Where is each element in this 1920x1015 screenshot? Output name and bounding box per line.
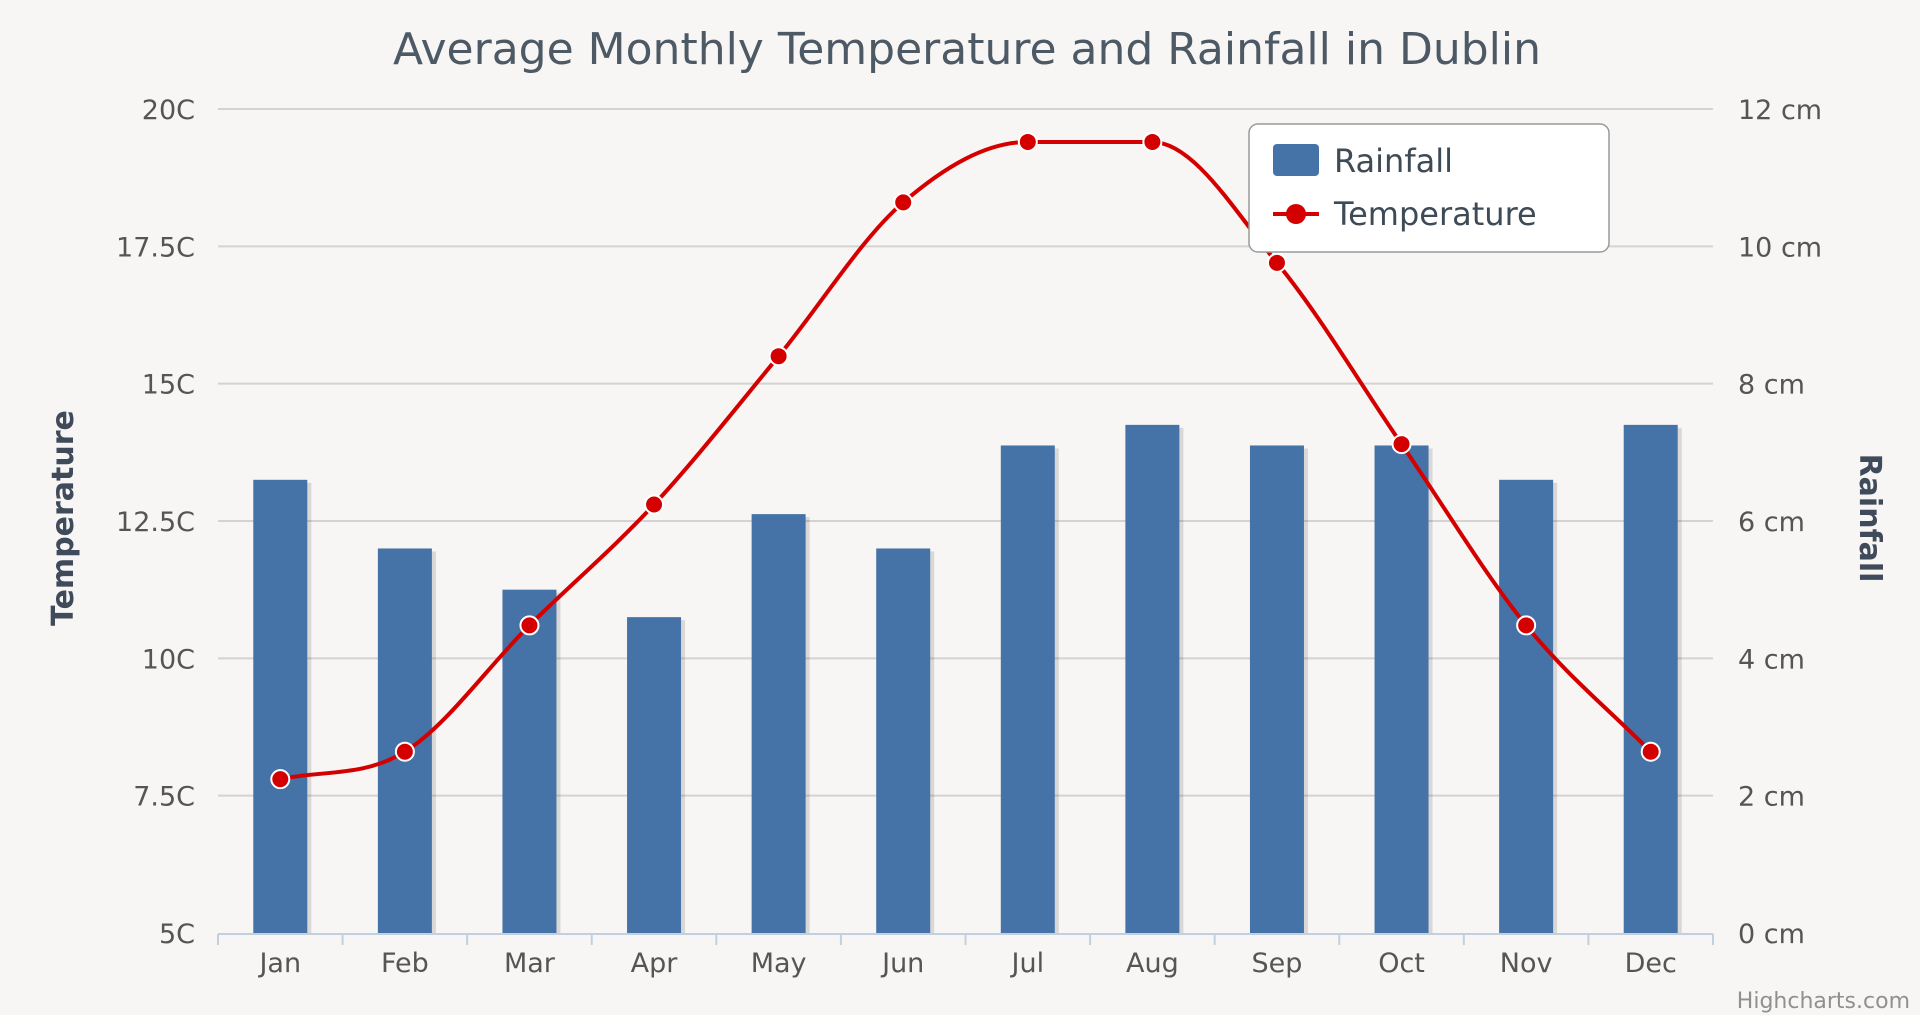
bar-rainfall-mar bbox=[502, 589, 557, 933]
y-right-tick-label: 4 cm bbox=[1738, 644, 1805, 675]
bar-rainfall-sep bbox=[1249, 445, 1304, 933]
legend-rainfall-swatch bbox=[1273, 144, 1319, 176]
y-axis-right-title: Rainfall bbox=[1852, 454, 1887, 583]
x-axis-ticks bbox=[217, 934, 1714, 945]
x-tick-label: Apr bbox=[631, 948, 679, 979]
bar-rainfall-dec bbox=[1623, 424, 1678, 933]
legend: Rainfall Temperature bbox=[1248, 123, 1610, 253]
x-axis-labels: Jan Feb Mar Apr May Jun Jul Aug Sep Oct Nov Dec bbox=[257, 948, 1676, 979]
y-right-tick-label: 6 cm bbox=[1738, 507, 1805, 538]
legend-item-temperature[interactable]: Temperature bbox=[1273, 195, 1537, 233]
bar-rainfall-apr bbox=[627, 617, 682, 933]
y-left-tick-label: 20C bbox=[142, 95, 195, 126]
y-axis-left-title: Temperature bbox=[46, 410, 81, 626]
bar-rainfall-jul bbox=[1000, 445, 1055, 933]
point-temperature-apr bbox=[644, 494, 665, 515]
x-tick-label: May bbox=[751, 948, 807, 979]
x-tick-label: Jul bbox=[1010, 948, 1045, 979]
point-temperature-nov bbox=[1516, 615, 1537, 636]
x-tick-label: Aug bbox=[1126, 948, 1179, 979]
x-tick-label: Jan bbox=[257, 948, 301, 979]
y-axis-left-ticks: 5C 7.5C 10C 12.5C 15C 17.5C 20C bbox=[116, 95, 195, 950]
point-temperature-jan bbox=[270, 769, 291, 790]
x-tick-label: Nov bbox=[1500, 948, 1553, 979]
point-temperature-oct bbox=[1391, 434, 1412, 455]
x-tick-label: Jun bbox=[880, 948, 924, 979]
x-tick-label: Sep bbox=[1252, 948, 1303, 979]
y-right-tick-label: 8 cm bbox=[1738, 370, 1805, 401]
y-left-tick-label: 17.5C bbox=[116, 232, 195, 263]
point-temperature-may bbox=[768, 346, 789, 367]
point-temperature-dec bbox=[1640, 741, 1661, 762]
y-right-tick-label: 0 cm bbox=[1738, 919, 1805, 950]
y-left-tick-label: 12.5C bbox=[116, 507, 195, 538]
x-tick-label: Feb bbox=[381, 948, 429, 979]
legend-box bbox=[1248, 123, 1610, 253]
y-left-tick-label: 5C bbox=[159, 919, 195, 950]
bar-rainfall-may bbox=[751, 514, 806, 933]
legend-item-rainfall[interactable]: Rainfall bbox=[1273, 142, 1453, 180]
rainfall-series bbox=[253, 424, 1682, 933]
legend-temperature-marker bbox=[1286, 204, 1306, 224]
legend-rainfall-label: Rainfall bbox=[1334, 142, 1453, 180]
y-left-tick-label: 15C bbox=[142, 370, 195, 401]
point-temperature-jul bbox=[1017, 131, 1038, 152]
y-axis-right-ticks: 0 cm 2 cm 4 cm 6 cm 8 cm 10 cm 12 cm bbox=[1738, 95, 1822, 950]
y-left-tick-label: 7.5C bbox=[133, 782, 195, 813]
y-left-tick-label: 10C bbox=[142, 644, 195, 675]
x-tick-label: Oct bbox=[1378, 948, 1425, 979]
bar-rainfall-oct bbox=[1374, 445, 1429, 933]
point-temperature-aug bbox=[1142, 131, 1163, 152]
legend-temperature-label: Temperature bbox=[1333, 195, 1537, 233]
point-temperature-sep bbox=[1266, 252, 1287, 273]
y-right-tick-label: 2 cm bbox=[1738, 782, 1805, 813]
y-right-tick-label: 10 cm bbox=[1738, 232, 1822, 263]
y-right-tick-label: 12 cm bbox=[1738, 95, 1822, 126]
chart-title: Average Monthly Temperature and Rainfall… bbox=[393, 24, 1541, 75]
x-tick-label: Mar bbox=[504, 948, 556, 979]
point-temperature-jun bbox=[893, 192, 914, 213]
temperature-points bbox=[270, 131, 1661, 790]
point-temperature-feb bbox=[394, 741, 415, 762]
bar-rainfall-aug bbox=[1125, 424, 1180, 933]
bar-rainfall-nov bbox=[1499, 479, 1554, 933]
x-tick-label: Dec bbox=[1625, 948, 1677, 979]
bar-rainfall-jan bbox=[253, 479, 308, 933]
point-temperature-mar bbox=[519, 615, 540, 636]
bar-rainfall-feb bbox=[377, 548, 432, 933]
credits[interactable]: Highcharts.com bbox=[1737, 989, 1910, 1014]
bar-rainfall-jun bbox=[876, 548, 931, 933]
gridlines bbox=[218, 108, 1713, 797]
